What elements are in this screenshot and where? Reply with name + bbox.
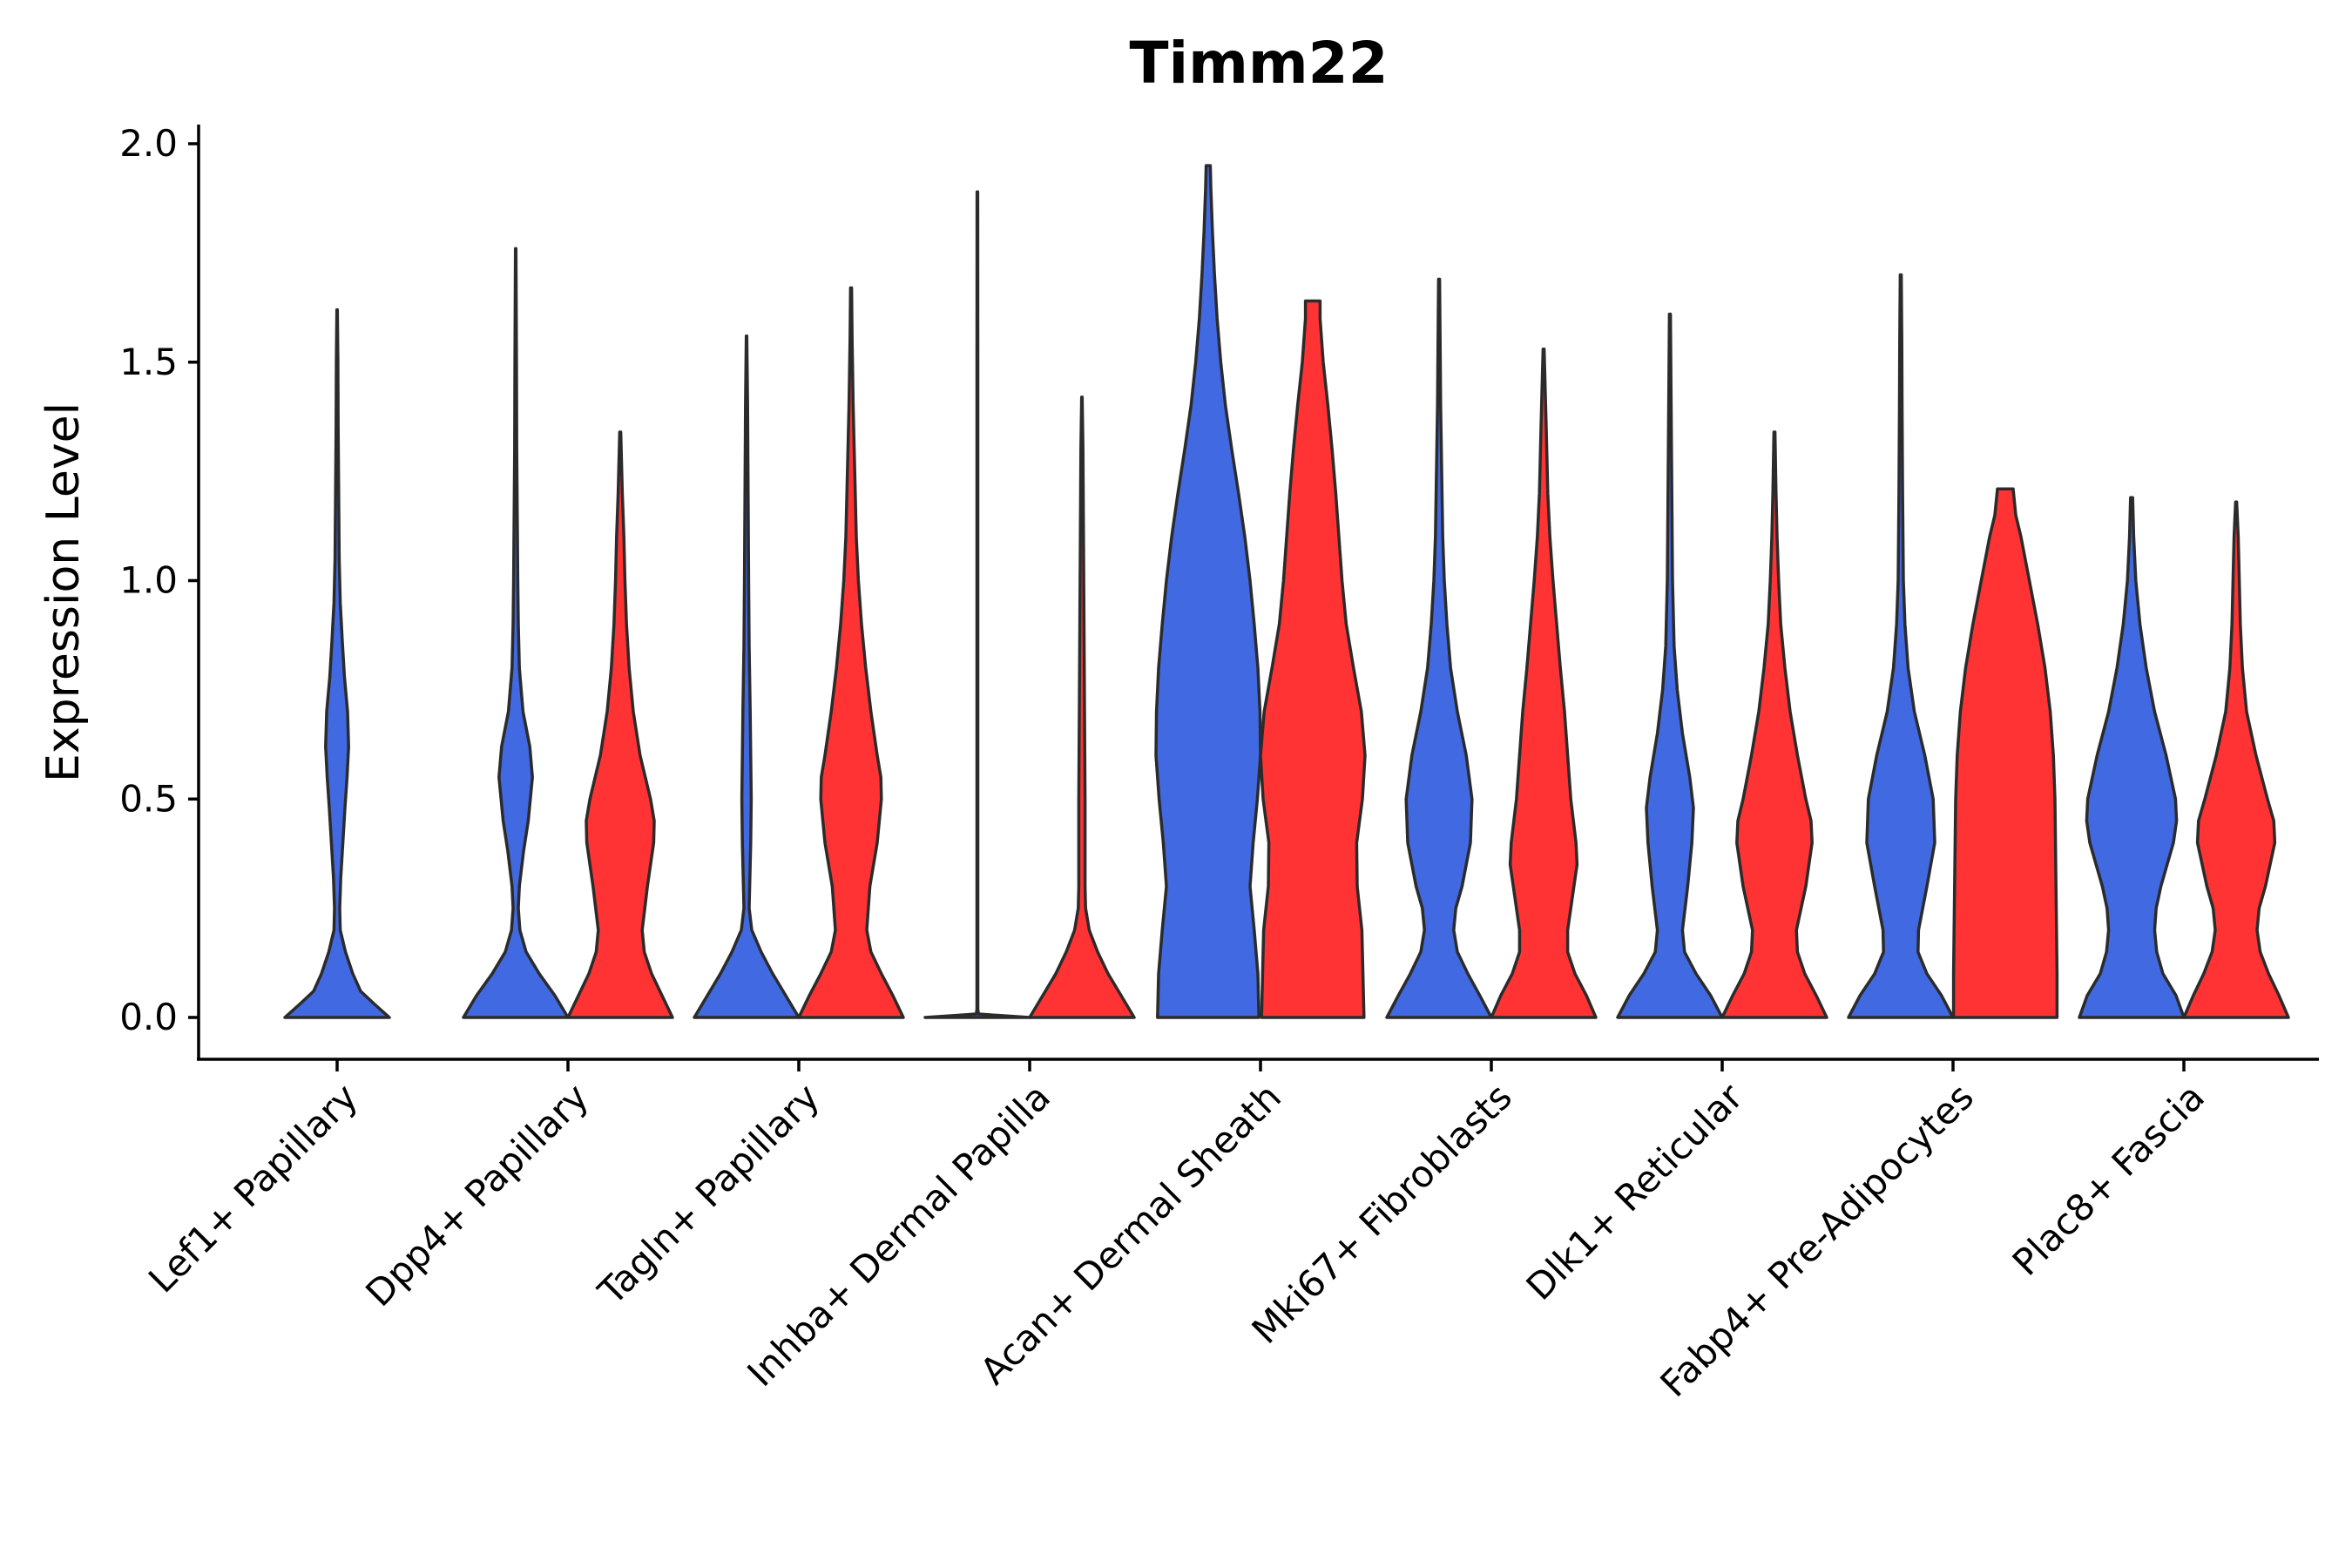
violin-group-1-acan-dermal-sheath — [1154, 164, 1262, 1019]
violin-group-1-dlk1-reticular — [1616, 312, 1724, 1019]
y-tick-label: 2.0 — [119, 122, 178, 165]
x-tick-label-lef1-papillary: Lef1+ Papillary — [140, 1075, 366, 1301]
violin-group-1-dpp4-papillary — [462, 247, 570, 1019]
x-tick-label-tagln-papillary: Tagln+ Papillary — [590, 1075, 828, 1313]
y-axis-label: Expression Level — [37, 402, 90, 782]
violin-group-2-tagln-papillary — [797, 286, 905, 1019]
violin-group-2-acan-dermal-sheath — [1259, 299, 1367, 1019]
y-ticks: 0.0 0.5 1.0 1.5 2.0 — [119, 122, 199, 1038]
violin-group-2-dpp4-papillary — [566, 430, 674, 1019]
violin-group-1-tagln-papillary — [693, 334, 801, 1019]
violin-group-2-fabp4-pre-adipocytes — [1951, 487, 2059, 1019]
violin-group-1-mki67-fibroblasts — [1385, 277, 1493, 1019]
violins-layer — [283, 164, 2290, 1019]
chart-title: Timm22 — [1129, 30, 1388, 97]
x-tick-label-mki67-fibroblasts: Mki67+ Fibroblasts — [1244, 1075, 1520, 1351]
y-tick-label: 1.0 — [119, 559, 178, 602]
violin-group-2-inhba-dermal-papilla — [1028, 395, 1136, 1019]
x-tick-label-dlk1-reticular: Dlk1+ Reticular — [1518, 1075, 1752, 1308]
x-tick-label-plac8-fascia: Plac8+ Fascia — [2004, 1075, 2213, 1283]
violin-group-1-plac8-fascia — [2078, 496, 2186, 1019]
violin-group-2-dlk1-reticular — [1720, 430, 1828, 1019]
violin-group-2-mki67-fibroblasts — [1490, 347, 1598, 1019]
x-tick-label-dpp4-papillary: Dpp4+ Papillary — [357, 1075, 597, 1315]
y-tick-label: 0.5 — [119, 777, 178, 820]
violin-group-1-inhba-dermal-papilla — [923, 190, 1031, 1019]
axes-layer — [197, 125, 2319, 1061]
y-tick-label: 0.0 — [119, 996, 178, 1038]
violin-group-1-fabp4-pre-adipocytes — [1847, 273, 1955, 1019]
violin-group-1-lef1-papillary — [283, 308, 391, 1019]
y-tick-label: 1.5 — [119, 341, 178, 383]
violin-group-2-plac8-fascia — [2182, 500, 2290, 1019]
